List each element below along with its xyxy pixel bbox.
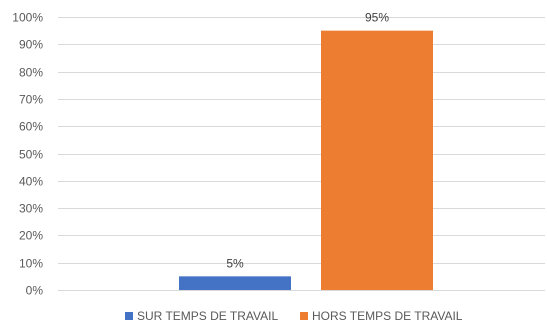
legend-label: SUR TEMPS DE TRAVAIL xyxy=(137,309,278,323)
y-tick-label: 70% xyxy=(19,93,43,107)
data-label: 95% xyxy=(365,11,389,25)
y-tick-label: 90% xyxy=(19,38,43,52)
data-labels: 5% 95% xyxy=(226,11,389,271)
gridlines xyxy=(58,17,545,291)
legend-label: HORS TEMPS DE TRAVAIL xyxy=(312,309,463,323)
y-tick-label: 30% xyxy=(19,202,43,216)
y-tick-label: 40% xyxy=(19,175,43,189)
bar-sur-temps-de-travail xyxy=(179,276,291,290)
y-tick-label: 0% xyxy=(26,284,44,298)
y-tick-label: 60% xyxy=(19,120,43,134)
y-tick-label: 100% xyxy=(12,11,43,25)
y-tick-label: 10% xyxy=(19,257,43,271)
data-label: 5% xyxy=(226,256,244,270)
y-tick-label: 20% xyxy=(19,229,43,243)
legend-swatch xyxy=(125,312,133,320)
legend-swatch xyxy=(300,312,308,320)
legend: SUR TEMPS DE TRAVAIL HORS TEMPS DE TRAVAI… xyxy=(125,309,463,323)
y-tick-label: 50% xyxy=(19,148,43,162)
y-axis-tick-labels: 0% 10% 20% 30% 40% 50% 60% 70% 80% 90% 100% xyxy=(12,11,43,298)
bars xyxy=(179,30,433,291)
y-tick-label: 80% xyxy=(19,66,43,80)
bar-hors-temps-de-travail xyxy=(321,30,433,291)
